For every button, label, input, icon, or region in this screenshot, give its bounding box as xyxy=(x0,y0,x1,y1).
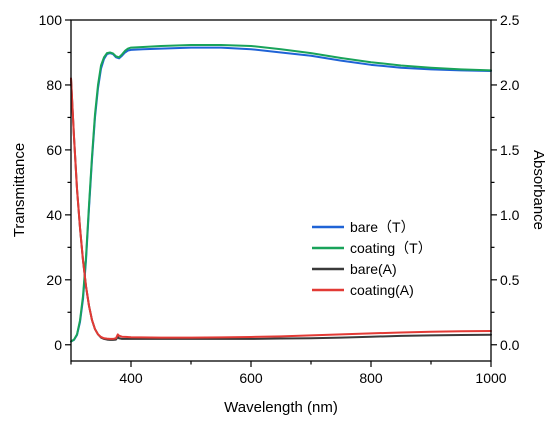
y-left-axis-label: Transmittance xyxy=(11,143,28,237)
y-left-tick-label: 100 xyxy=(39,12,63,28)
legend-label: coating(A) xyxy=(350,282,414,298)
legend: bare（T） coating（T） bare(A) coating(A) xyxy=(312,219,432,298)
y-right-tick-label: 0.5 xyxy=(500,272,520,288)
y-right-axis-label: Absorbance xyxy=(530,150,547,230)
y-left-tick-label: 20 xyxy=(46,272,62,288)
y-right-tick-label: 1.5 xyxy=(500,142,520,158)
y-right-tick-label: 1.0 xyxy=(500,207,520,223)
series-line-3 xyxy=(70,77,492,340)
legend-label: bare（T） xyxy=(350,219,415,235)
legend-label: bare(A) xyxy=(350,261,397,277)
legend-label: coating（T） xyxy=(350,240,432,256)
plot-frame xyxy=(70,19,492,362)
series-line-0 xyxy=(70,46,492,343)
x-tick-label: 1000 xyxy=(475,370,506,386)
series-layer xyxy=(70,44,492,343)
y-left-tick-label: 60 xyxy=(46,142,62,158)
y-right-tick-label: 0.0 xyxy=(500,337,520,353)
y-left-tick-label: 40 xyxy=(46,207,62,223)
x-tick-label: 600 xyxy=(239,370,263,386)
y-right-tick-label: 2.5 xyxy=(500,12,520,28)
y-right-tick-label: 2.0 xyxy=(500,77,520,93)
x-tick-label: 800 xyxy=(359,370,383,386)
x-tick-label: 400 xyxy=(119,370,143,386)
series-line-1 xyxy=(70,44,492,343)
y-left-tick-label: 0 xyxy=(54,337,62,353)
series-line-2 xyxy=(70,77,492,341)
x-axis-label: Wavelength (nm) xyxy=(224,399,338,416)
ticks-layer: 400 600 800 1000 0 20 40 60 80 100 0.0 0.5 1.0 1.5 2.0… xyxy=(39,12,520,386)
y-left-tick-label: 80 xyxy=(46,77,62,93)
